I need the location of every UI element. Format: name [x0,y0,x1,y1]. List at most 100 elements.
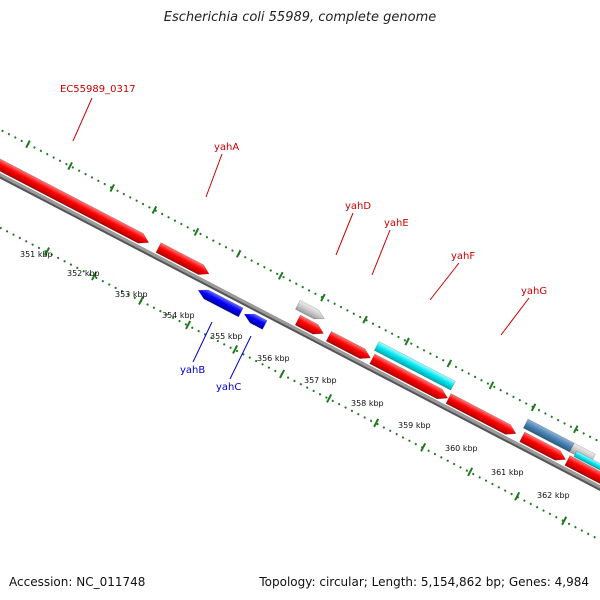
track-dot [14,136,17,139]
genome-backbone [0,147,600,543]
track-dot [544,412,547,415]
inner-dotted-track [0,226,600,542]
track-dot [403,339,406,342]
track-dot [205,236,208,239]
gene-label-yahd[interactable]: yahD [345,201,371,212]
track-dot [442,359,445,362]
track-dot [523,499,526,502]
gene-label-yaha[interactable]: yahA [214,142,239,153]
track-dot [529,502,532,506]
gene-label-yahe[interactable]: yahE [384,218,409,229]
gene-label-leader [335,212,354,256]
reverse-strand-features [196,286,268,330]
track-dot [391,332,394,335]
track-dot [465,469,468,472]
gene-yahF[interactable] [369,353,450,403]
gene-yahA[interactable] [155,242,212,279]
track-dot [327,299,330,302]
ruler-ticks [44,247,568,526]
track-dot [376,423,379,426]
feature-cyan-1[interactable] [373,341,456,391]
gene-yahD[interactable] [294,314,326,338]
gene-label-ec55989-0317[interactable]: EC55989_0317 [60,84,136,95]
track-dot [116,189,119,192]
track-dot [82,270,85,273]
track-dot [231,249,234,252]
gene-label-yahb[interactable]: yahB [180,365,205,376]
track-dot [510,492,513,496]
track-dot [576,428,579,432]
track-dot [338,403,341,406]
track-dot [39,149,42,152]
track-tick [278,271,284,280]
track-dot [350,409,354,412]
track-dot [339,305,343,309]
track-dot [78,169,81,172]
track-dot [382,426,385,429]
track-dot [518,399,521,402]
track-dot [69,263,73,266]
track-dot [567,522,571,525]
track-dot [282,276,285,279]
track-dot [459,466,462,469]
track-dot [480,379,483,382]
gene-label-yahg[interactable]: yahG [521,286,547,297]
track-dot [429,352,432,355]
track-dot [33,146,36,149]
track-tick [362,315,368,324]
gene-yahC[interactable] [242,310,268,330]
track-dot [65,163,68,166]
rotated-track-group [0,129,600,545]
track-dot [95,276,98,279]
track-dot [256,262,260,265]
gene-yahG[interactable] [445,393,518,439]
track-dot [248,356,251,359]
track-dot [18,236,21,240]
track-dot [478,476,481,479]
feature-pseudogene[interactable] [295,300,326,323]
track-tick [151,205,158,214]
track-dot [180,222,183,226]
track-dot [397,335,400,339]
track-dot [218,242,221,246]
track-dot [357,413,360,416]
gene-label-yahf[interactable]: yahF [451,251,475,262]
track-tick [193,227,200,236]
track-tick [572,425,579,434]
track-dot [574,526,577,529]
track-tick [25,140,31,149]
forward-strand-features [0,131,600,502]
ruler-tick [373,418,380,428]
track-dot [542,509,545,512]
track-dot [587,532,590,535]
genome-summary-text: Topology: circular; Length: 5,154,862 bp… [259,575,589,589]
track-dot [122,192,125,196]
track-dot [31,243,34,246]
gene-right-1[interactable] [519,431,569,464]
track-dot [76,266,79,269]
track-dot [216,339,219,343]
track-dot [333,302,336,305]
track-dot [474,375,477,378]
track-dot [299,383,302,386]
ruler-tick [561,516,568,526]
gene-yahE[interactable] [325,330,373,362]
track-dot [593,536,596,539]
track-dot [331,399,334,402]
gene-label-leader [429,262,460,301]
gene-yahB[interactable] [196,286,244,318]
track-dot [165,313,168,316]
track-dot [422,349,426,352]
feature-cyan-2[interactable] [573,450,600,492]
track-dot [295,282,298,285]
ruler-label: 361 kbp [491,468,524,477]
gene-ec55989-0317[interactable] [0,131,151,247]
gene-label-yahc[interactable]: yahC [216,382,241,393]
track-dot [548,512,552,516]
gene-right-2[interactable] [564,455,600,502]
track-dot [0,226,2,230]
track-dot [306,386,309,389]
ruler-label: 358 kbp [351,399,384,408]
track-dot [71,166,74,169]
track-dot [250,259,253,262]
